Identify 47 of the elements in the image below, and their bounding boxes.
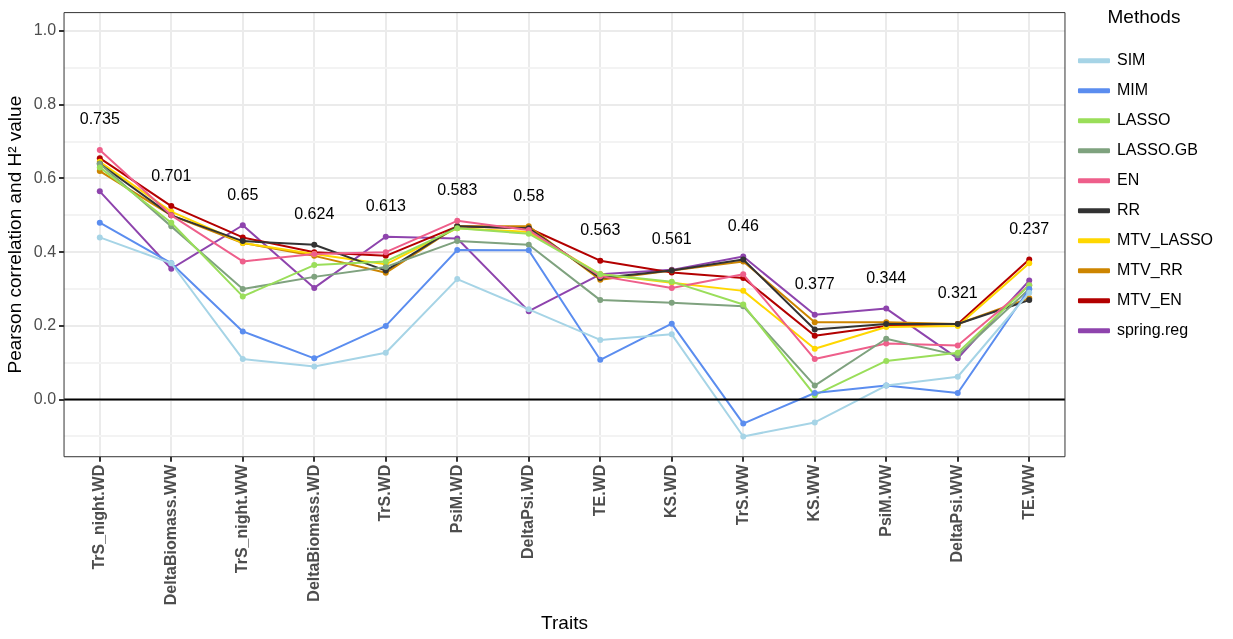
y-tick-label: 0.2 [33, 316, 57, 334]
legend-label: MTV_RR [1116, 261, 1183, 280]
annotation: 0.46 [727, 217, 759, 234]
y-tick-label: 0.6 [33, 168, 57, 186]
y-axis-title: Pearson correlation and H² value [3, 95, 25, 374]
legend-title: Methods [1107, 5, 1181, 27]
x-tick-label: DeltaPsi.WW [948, 463, 966, 563]
y-tick-label: 0.4 [33, 242, 57, 260]
annotation: 0.583 [437, 181, 478, 199]
annotation: 0.58 [513, 186, 545, 204]
annotation: 0.701 [151, 166, 192, 184]
annotation: 0.613 [365, 197, 406, 215]
legend-label: MTV_LASSO [1116, 231, 1213, 250]
x-tick-label: TE.WW [1019, 463, 1037, 520]
legend-label: LASSO [1116, 111, 1171, 129]
y-tick-label: 1.0 [33, 21, 57, 39]
x-tick-label: TrS_night.WW [233, 463, 251, 574]
annotation: 0.624 [294, 205, 335, 223]
annotation: 0.237 [1009, 219, 1050, 237]
legend-label: MIM [1116, 81, 1149, 99]
annotation: 0.561 [651, 230, 692, 248]
x-tick-label: TrS.WW [733, 463, 751, 526]
y-tick-label: 0.8 [33, 95, 57, 113]
legend-label: EN [1116, 171, 1140, 189]
legend-label: LASSO.GB [1116, 141, 1198, 159]
y-tick-label: 0.0 [33, 390, 57, 408]
x-tick-label: KS.WW [805, 463, 823, 522]
x-tick-label: TrS_night.WD [90, 464, 108, 570]
annotation: 0.735 [79, 110, 120, 128]
x-tick-label: TrS.WD [376, 464, 394, 522]
annotation: 0.377 [794, 275, 835, 293]
x-axis-title: Traits [541, 611, 588, 633]
annotation: 0.563 [580, 221, 621, 239]
x-tick-label: PsiM.WW [876, 463, 894, 537]
annotation: 0.344 [866, 268, 907, 286]
legend-label: spring.reg [1116, 321, 1189, 339]
legend-label: RR [1116, 201, 1141, 219]
x-tick-label: TE.WD [590, 464, 608, 517]
x-tick-label: DeltaPsi.WD [519, 464, 537, 559]
x-tick-label: KS.WD [662, 464, 680, 519]
x-tick-label: DeltaBiomass.WD [304, 464, 322, 602]
annotation: 0.65 [227, 185, 259, 203]
legend-label: MTV_EN [1116, 291, 1182, 310]
legend-label: SIM [1116, 51, 1146, 69]
annotation: 0.321 [937, 284, 978, 302]
x-tick-label: PsiM.WD [447, 464, 465, 534]
x-tick-label: DeltaBiomass.WW [161, 463, 179, 606]
